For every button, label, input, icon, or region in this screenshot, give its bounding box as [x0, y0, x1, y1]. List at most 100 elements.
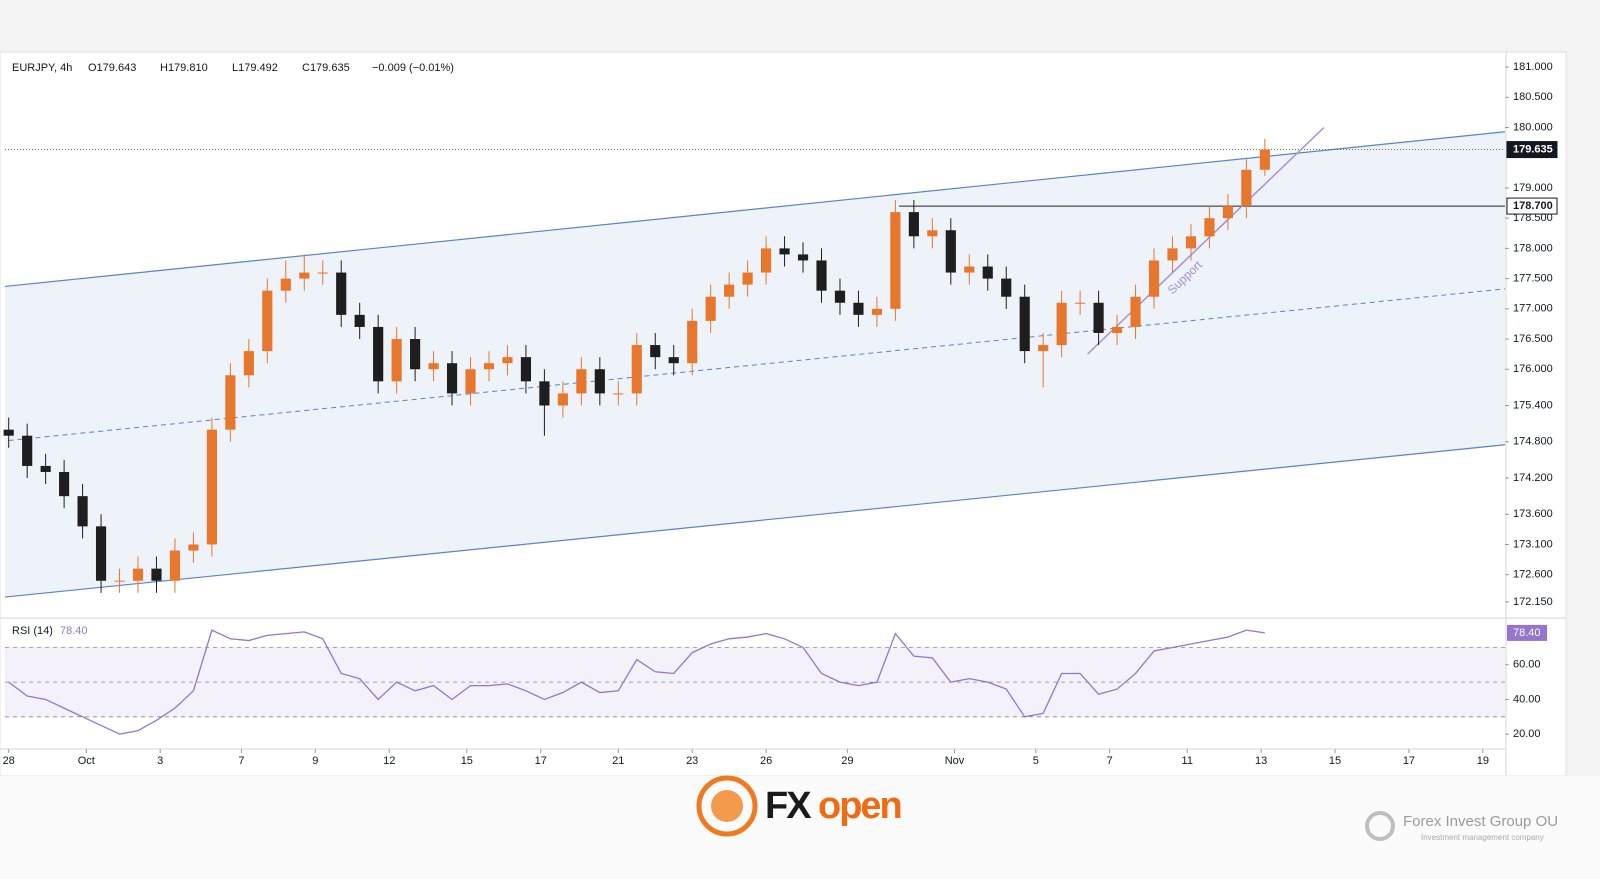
ohlc-close: C179.635: [302, 62, 350, 74]
y-tick-label: 174.200: [1513, 472, 1553, 484]
support-line: [1086, 126, 1325, 355]
candle-body: [1241, 169, 1252, 207]
logo-icon: [696, 775, 758, 837]
y-tick-label: 174.800: [1513, 436, 1553, 448]
candle-body: [77, 496, 88, 527]
candle-body: [779, 248, 790, 255]
candle-body: [280, 278, 291, 291]
company-name: Forex Invest Group OU: [1403, 813, 1558, 830]
candle-body: [1075, 302, 1086, 304]
candle-body: [945, 230, 956, 273]
channel-lower: [4, 444, 1506, 598]
candle-body: [1056, 302, 1067, 346]
candle-body: [317, 272, 328, 274]
x-tick-label: 17: [535, 755, 547, 767]
candle-body: [59, 471, 70, 497]
y-tick-label: 178.500: [1513, 212, 1553, 224]
candle-body: [410, 339, 421, 370]
candle-body: [816, 260, 827, 291]
candle-body: [428, 363, 439, 370]
level-badge-label: 178.700: [1513, 200, 1553, 212]
last-price-badge: [1506, 141, 1558, 159]
candle-body: [1222, 206, 1233, 219]
channel-layer: Support: [4, 126, 1506, 598]
x-tick-label: Nov: [945, 755, 965, 767]
y-tick-label: 179.000: [1513, 182, 1553, 194]
candle-layer: [3, 138, 1270, 593]
candle-body: [557, 393, 568, 406]
candle-body: [1259, 149, 1270, 170]
channel-upper: [4, 131, 1506, 288]
candle-body: [1093, 302, 1104, 333]
candle-body: [927, 230, 938, 237]
x-tick-label: 9: [312, 755, 318, 767]
candle-body: [890, 212, 901, 309]
candle-body: [483, 363, 495, 370]
candle-body: [262, 290, 273, 352]
candle-body: [114, 580, 125, 582]
channel-middle: [8, 288, 1506, 442]
y-tick-label: 176.000: [1513, 363, 1553, 375]
y-tick-label: 177.000: [1513, 303, 1553, 315]
candle-body: [687, 320, 698, 364]
candle-body: [742, 272, 753, 285]
footer-panel: [0, 776, 1600, 879]
company-tagline: Investment management company: [1421, 833, 1544, 842]
rsi-tick-label: 60.00: [1513, 659, 1541, 671]
candle-body: [225, 375, 236, 430]
ohlc-open: O179.643: [88, 62, 136, 74]
candle-body: [169, 550, 181, 581]
candle-body: [1148, 260, 1160, 297]
rsi-value: 78.40: [60, 625, 88, 637]
candle-body: [705, 296, 716, 321]
chart-panel: [0, 51, 1567, 777]
y-tick-label: 180.500: [1513, 91, 1553, 103]
candle-body: [834, 290, 846, 303]
rsi-badge: [1507, 624, 1547, 641]
x-tick-label: 29: [841, 755, 853, 767]
rsi-badge-label: 78.40: [1513, 627, 1541, 639]
candle-body: [853, 302, 864, 315]
x-tick-label: 15: [1329, 755, 1341, 767]
candle-body: [964, 266, 975, 273]
candle-body: [1167, 248, 1178, 261]
candle-body: [299, 272, 310, 279]
symbol: EURJPY, 4h: [12, 62, 72, 74]
rsi-line: [8, 629, 1265, 735]
candle-body: [22, 435, 33, 466]
candle-body: [354, 314, 365, 327]
company-icon: [1365, 811, 1395, 841]
last-price-badge-label: 179.635: [1513, 143, 1553, 155]
candle-body: [724, 284, 735, 297]
candle-body: [40, 465, 51, 472]
candle-body: [539, 381, 550, 406]
company-logo: Forex Invest Group OU Investment managem…: [1365, 811, 1558, 842]
candle-body: [668, 357, 679, 364]
candle-body: [3, 429, 14, 436]
rsi-layer: [5, 629, 1505, 735]
candle-body: [1204, 218, 1215, 237]
candle-body: [95, 526, 107, 581]
x-tick-label: 26: [760, 755, 772, 767]
candle-body: [631, 345, 642, 394]
candle-body: [1185, 236, 1197, 249]
candle-body: [1038, 345, 1049, 352]
candle-body: [243, 351, 254, 376]
x-tick-label: 15: [461, 755, 473, 767]
candle-body: [336, 272, 347, 315]
level-badge: [1506, 197, 1558, 215]
rsi-tick-label: 20.00: [1513, 728, 1541, 740]
y-tick-label: 173.600: [1513, 508, 1553, 520]
candle-body: [576, 369, 587, 394]
candle-body: [871, 308, 883, 315]
candle-body: [1019, 296, 1030, 352]
candle-body: [613, 393, 624, 395]
y-tick-label: 177.500: [1513, 272, 1553, 284]
candle-body: [982, 266, 993, 279]
x-tick-label: 5: [1033, 755, 1039, 767]
candle-body: [650, 345, 661, 358]
candle-body: [761, 248, 772, 273]
y-tick-label: 176.500: [1513, 333, 1553, 345]
